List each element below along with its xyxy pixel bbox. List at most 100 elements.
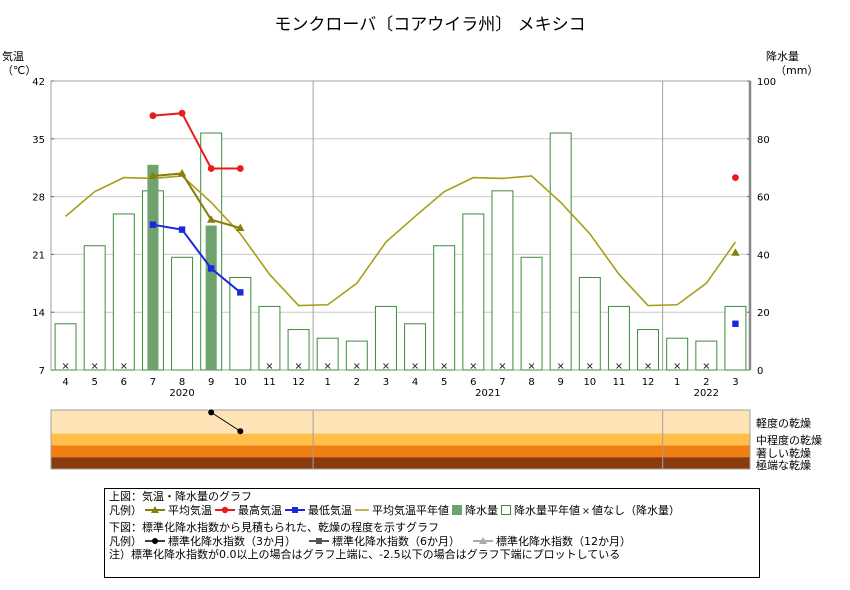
legend-precip: 降水量 (465, 503, 498, 517)
right-tick-label: 40 (757, 250, 770, 261)
precip-bar (205, 225, 217, 370)
legend-spi12: 標準化降水指数（12か月） (496, 534, 631, 548)
right-axis-label-line1: 降水量 (766, 49, 799, 63)
month-label: 7 (499, 377, 505, 388)
no-value-cross (266, 363, 273, 369)
month-label: 2 (354, 377, 360, 388)
right-axis-label-line2: （mm） (775, 64, 818, 77)
dryness-band-label: 中程度の乾燥 (756, 433, 822, 447)
no-value-cross (62, 363, 69, 369)
min-temp-point (237, 289, 244, 296)
precip-normal-bar (287, 329, 310, 371)
legend-prefix-bottom: 凡例） (109, 534, 142, 548)
min-temp-point (207, 265, 215, 272)
precip-normal-bar (607, 305, 630, 371)
no-value-cross (674, 363, 681, 369)
legend-max-temp: 最高気温 (238, 503, 282, 517)
avg-temp-point (148, 171, 158, 179)
right-tick-label: 0 (757, 366, 763, 377)
spi3-point (237, 428, 244, 435)
month-label: 6 (121, 377, 127, 388)
legend-precip-normal: 降水量平年値 (514, 503, 580, 517)
precip-normal-bar (549, 132, 572, 371)
avg-temp-point (731, 248, 740, 256)
left-tick-label: 42 (32, 77, 45, 88)
no-value-cross (353, 363, 360, 369)
left-tick-label: 21 (32, 250, 45, 261)
min-temp-line (152, 223, 241, 294)
precip-normal-bar (345, 340, 368, 371)
month-label: 11 (263, 377, 276, 388)
legend-normal-temp: 平均気温平年値 (372, 503, 449, 517)
month-label: 12 (292, 377, 305, 388)
dryness-band-label: 極端な乾燥 (756, 458, 811, 472)
left-tick-label: 14 (32, 308, 45, 319)
right-tick-label: 20 (757, 308, 770, 319)
precip-normal-bar (112, 213, 135, 371)
no-value-cross (528, 363, 535, 369)
normal-temp-line (65, 175, 737, 307)
month-label: 11 (613, 377, 626, 388)
precip-normal-bar (491, 190, 514, 371)
legend-max-temp-marker (215, 507, 235, 514)
dryness-band (51, 445, 750, 458)
no-value-cross (645, 363, 651, 369)
precip-normal-bar (695, 340, 718, 371)
legend-spi6-marker (309, 538, 329, 545)
dryness-band (51, 457, 750, 469)
precip-bar (147, 164, 159, 370)
no-value-cross (616, 363, 622, 369)
spi3-point (208, 409, 215, 416)
month-label: 7 (150, 377, 156, 388)
month-label: 1 (674, 377, 680, 388)
precip-normal-bar (229, 277, 252, 371)
max-temp-point (207, 165, 215, 172)
right-tick-label: 80 (757, 135, 770, 146)
precip-normal-bar (83, 245, 106, 371)
legend-spi6: 標準化降水指数（6か月） (332, 534, 460, 548)
month-label: 10 (234, 377, 247, 388)
no-value-cross (703, 363, 710, 369)
month-label: 9 (558, 377, 564, 388)
precip-normal-bar (724, 305, 747, 371)
avg-temp-point (236, 223, 245, 231)
precip-normal-bar (666, 337, 689, 371)
legend-top-title: 上図：気温・降水量のグラフ (109, 490, 252, 503)
precip-normal-bar (462, 213, 485, 371)
legend-bottom-title: 下図：標準化降水指数から見積もられた、乾燥の程度を示すグラフ (109, 521, 439, 534)
precip-normal-bar (520, 256, 543, 371)
dryness-band (51, 410, 750, 434)
legend-spi3: 標準化降水指数（3か月） (168, 534, 296, 548)
legend-avg-temp-marker (145, 506, 165, 514)
month-label: 5 (441, 377, 447, 388)
avg-temp-line (152, 172, 241, 229)
month-label: 3 (383, 377, 389, 388)
legend-spi3-marker (145, 538, 165, 545)
no-value-cross (324, 363, 331, 369)
chart-title: モンクローバ〔コアウイラ州〕 メキシコ (274, 15, 585, 35)
dryness-band-label: 著しい乾燥 (756, 446, 811, 460)
legend-note: 注）標準化降水指数が0.0以上の場合はグラフ上端に、-2.5以下の場合はグラフ下… (109, 548, 621, 561)
min-temp-point (732, 320, 739, 327)
min-temp-point (178, 226, 186, 233)
no-value-cross (499, 363, 506, 369)
precip-normal-bar (433, 245, 456, 371)
legend-prefix-top: 凡例） (109, 503, 142, 517)
legend-spi12-marker (473, 537, 493, 545)
legend-precip-normal-marker (501, 505, 511, 516)
month-label: 9 (208, 377, 214, 388)
left-axis-label-line1: 気温 (2, 49, 24, 63)
left-tick-label: 7 (39, 366, 45, 377)
left-axis-label-line2: （℃） (2, 64, 36, 77)
max-temp-point (178, 109, 186, 117)
precip-normal-bar (171, 256, 194, 371)
month-label: 10 (583, 377, 596, 388)
legend-min-temp-marker (285, 507, 305, 514)
month-label: 4 (62, 377, 68, 388)
precip-normal-bar (54, 323, 77, 371)
precip-normal-bar (578, 277, 601, 371)
no-value-cross (441, 363, 448, 369)
no-value-cross (91, 363, 98, 369)
